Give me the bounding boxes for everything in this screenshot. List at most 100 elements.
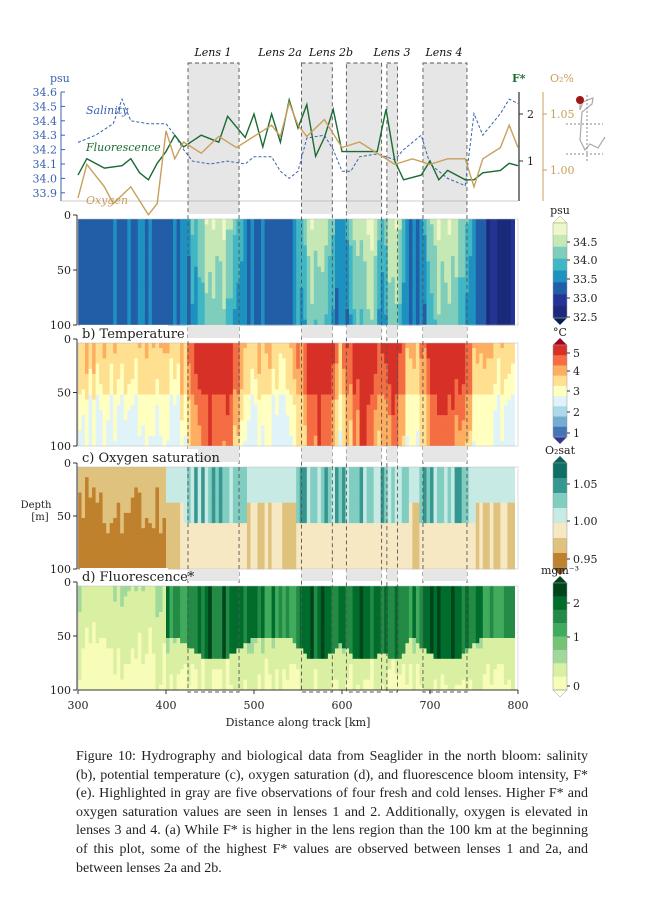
heatmap-cell bbox=[116, 404, 121, 411]
heatmap-cell bbox=[162, 229, 167, 236]
heatmap-cell bbox=[250, 343, 255, 349]
heatmap-cell bbox=[243, 261, 248, 268]
heatmap-cell bbox=[370, 415, 375, 421]
heatmap-cell bbox=[503, 256, 508, 262]
heatmap-cell bbox=[271, 348, 276, 354]
heatmap-cell bbox=[433, 272, 438, 278]
heatmap-cell bbox=[313, 256, 318, 262]
heatmap-cell bbox=[489, 309, 494, 315]
heatmap-cell bbox=[254, 404, 258, 411]
heatmap-cell bbox=[458, 399, 463, 406]
heatmap-cell bbox=[197, 240, 202, 246]
heatmap-cell bbox=[419, 272, 424, 278]
heatmap-cell bbox=[99, 420, 104, 426]
heatmap-cell bbox=[366, 363, 371, 370]
heatmap-cell bbox=[507, 415, 512, 421]
heatmap-cell bbox=[85, 379, 89, 385]
heatmap-cell bbox=[155, 363, 160, 370]
heatmap-cell bbox=[190, 261, 195, 268]
heatmap-cell bbox=[278, 425, 283, 431]
heatmap-cell bbox=[247, 389, 251, 395]
heatmap-cell bbox=[78, 430, 82, 437]
heatmap-cell bbox=[306, 425, 311, 431]
heatmap-cell bbox=[137, 435, 142, 442]
heatmap-cell bbox=[229, 409, 234, 416]
heatmap-cell bbox=[95, 353, 100, 359]
heatmap-cell bbox=[116, 256, 121, 262]
heatmap-cell bbox=[331, 363, 336, 370]
heatmap-cell bbox=[503, 440, 508, 447]
heatmap-cell bbox=[254, 293, 258, 299]
heatmap-cell bbox=[468, 373, 473, 380]
heatmap-cell bbox=[398, 234, 403, 241]
heatmap-cell bbox=[159, 368, 163, 375]
heatmap-cell bbox=[454, 399, 459, 406]
heatmap-cell bbox=[433, 399, 438, 406]
heatmap-cell bbox=[289, 314, 294, 321]
heatmap-cell bbox=[187, 415, 192, 421]
heatmap-cell bbox=[264, 415, 269, 421]
heatmap-cell bbox=[289, 440, 294, 447]
heatmap-cell bbox=[391, 409, 396, 416]
heatmap-cell bbox=[159, 272, 163, 278]
heatmap-cell bbox=[239, 425, 244, 431]
heatmap-cell bbox=[289, 240, 294, 246]
heatmap-cell bbox=[173, 298, 177, 305]
heatmap-cell bbox=[148, 287, 153, 294]
heatmap-cell bbox=[201, 425, 206, 431]
heatmap-cell bbox=[458, 404, 463, 411]
heatmap-cell bbox=[236, 440, 241, 447]
heatmap-cell bbox=[204, 293, 209, 299]
heatmap-cell bbox=[141, 309, 146, 315]
heatmap-cell bbox=[144, 404, 149, 411]
heatmap-cell bbox=[461, 245, 466, 252]
heatmap-cell bbox=[370, 266, 375, 273]
heatmap-cell bbox=[366, 261, 371, 268]
heatmap-cell bbox=[475, 404, 480, 411]
heatmap-cell bbox=[261, 430, 265, 437]
heatmap-cell bbox=[271, 272, 276, 278]
heatmap-cell bbox=[317, 309, 322, 315]
heatmap-cell bbox=[225, 404, 230, 411]
heatmap-cell bbox=[289, 373, 294, 380]
heatmap-cell bbox=[299, 415, 304, 421]
heatmap-cell bbox=[454, 409, 459, 416]
heatmap-cell bbox=[496, 415, 501, 421]
heatmap-cell bbox=[106, 314, 111, 321]
heatmap-cell bbox=[222, 348, 227, 354]
heatmap-cell bbox=[275, 425, 280, 431]
heatmap-cell bbox=[187, 219, 192, 225]
heatmap-cell bbox=[190, 224, 195, 230]
heatmap-cell bbox=[401, 373, 406, 380]
heatmap-cell bbox=[155, 389, 160, 395]
heatmap-cell bbox=[141, 224, 146, 230]
heatmap-cell bbox=[264, 379, 269, 385]
heatmap-cell bbox=[342, 353, 346, 359]
heatmap-cell bbox=[408, 379, 413, 385]
heatmap-cell bbox=[317, 430, 322, 437]
heatmap-cell bbox=[247, 303, 251, 310]
heatmap-cell bbox=[264, 363, 269, 370]
heatmap-cell bbox=[180, 425, 185, 431]
heatmap-cell bbox=[148, 415, 153, 421]
heatmap-cell bbox=[384, 319, 389, 326]
heatmap-cell bbox=[331, 266, 336, 273]
heatmap-cell bbox=[511, 319, 515, 326]
heatmap-cell bbox=[338, 261, 343, 268]
heatmap-cell bbox=[134, 363, 139, 370]
heatmap-cell bbox=[423, 240, 427, 246]
heatmap-cell bbox=[479, 282, 484, 289]
heatmap-cell bbox=[366, 440, 371, 447]
heatmap-cell bbox=[405, 420, 410, 426]
heatmap-cell bbox=[384, 287, 389, 294]
heatmap-cell bbox=[194, 348, 199, 354]
heatmap-cell bbox=[331, 229, 336, 236]
heatmap-cell bbox=[493, 394, 498, 401]
heatmap-cell bbox=[190, 379, 195, 385]
heatmap-cell bbox=[451, 319, 456, 326]
heatmap-cell bbox=[264, 234, 269, 241]
heatmap-cell bbox=[313, 420, 318, 426]
heatmap-cell bbox=[415, 373, 420, 380]
heatmap-cell bbox=[271, 430, 276, 437]
heatmap-cell bbox=[81, 507, 86, 514]
